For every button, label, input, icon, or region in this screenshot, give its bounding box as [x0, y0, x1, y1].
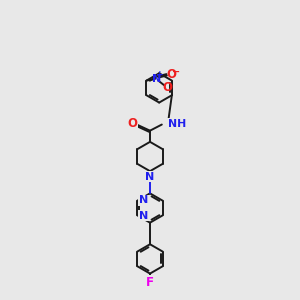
Text: N: N — [152, 74, 161, 83]
Text: O: O — [162, 81, 172, 94]
Text: NH: NH — [168, 119, 186, 129]
Text: F: F — [146, 276, 154, 289]
Text: O: O — [166, 68, 176, 81]
Text: +: + — [156, 70, 164, 79]
Text: N: N — [139, 211, 148, 221]
Text: N: N — [146, 172, 154, 182]
Text: N: N — [139, 195, 148, 205]
Text: O: O — [127, 117, 137, 130]
Text: −: − — [172, 66, 180, 76]
